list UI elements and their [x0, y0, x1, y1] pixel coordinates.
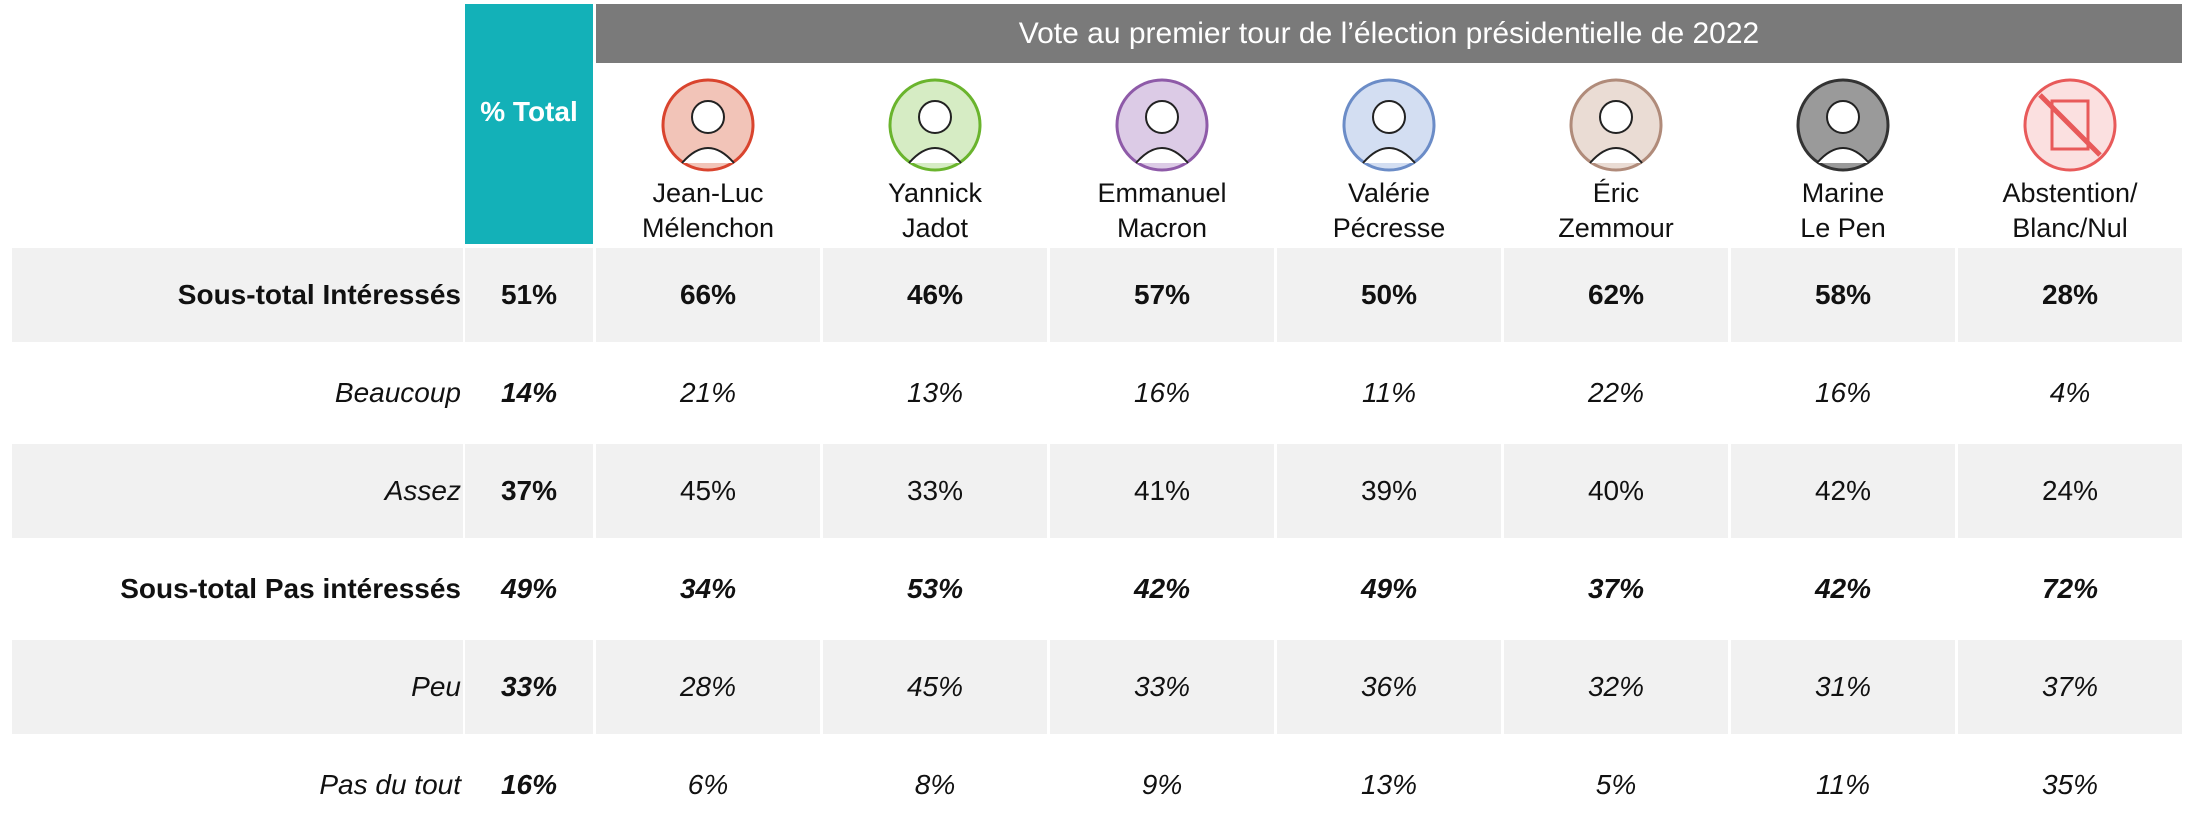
value-cell: 21% [679, 377, 737, 408]
value-cell: 37% [1958, 640, 2182, 734]
candidate-name: Le Pen [1800, 213, 1886, 243]
portrait [1342, 78, 1436, 172]
value-cell: 5% [1595, 769, 1637, 800]
total-header: % Total [465, 4, 593, 244]
candidate-name: Blanc/Nul [2012, 213, 2128, 243]
value-cell: 33% [1050, 640, 1274, 734]
row-label: Assez [12, 444, 463, 538]
value-cell: 16% [1133, 377, 1191, 408]
value-cell: 58% [1731, 248, 1955, 342]
value-cell: 45% [596, 444, 820, 538]
value-cell: 31% [1731, 640, 1955, 734]
value-cell: 16% [1814, 377, 1872, 408]
portrait [2023, 78, 2117, 172]
value-cell: 41% [1050, 444, 1274, 538]
candidate-icon [660, 77, 756, 173]
portrait [1569, 78, 1663, 172]
page: Vote au premier tour de l’élection prési… [12, 4, 2182, 800]
value-cell: 6% [687, 769, 729, 800]
candidate-name: Éric [1592, 178, 1640, 208]
portrait [1115, 78, 1209, 172]
value-cell: 9% [1141, 769, 1183, 800]
row-label: Peu [12, 640, 463, 734]
value-cell: 57% [1050, 248, 1274, 342]
value-cell: 8% [914, 769, 956, 800]
value-cell: 42% [1731, 444, 1955, 538]
candidate-icon [1795, 77, 1891, 173]
portrait [1796, 78, 1890, 172]
row-label: Sous-total Pas intéressés [120, 573, 461, 604]
value-cell: 50% [1277, 248, 1501, 342]
total-cell: 49% [500, 573, 558, 604]
candidate-icon [887, 77, 983, 173]
value-cell: 42% [1133, 573, 1191, 604]
value-cell: 34% [679, 573, 737, 604]
portrait [888, 78, 982, 172]
value-cell: 62% [1504, 248, 1728, 342]
value-cell: 11% [1362, 377, 1416, 408]
candidate-name: Zemmour [1558, 213, 1674, 243]
candidate-name: Abstention/ [2002, 178, 2138, 208]
value-cell: 36% [1277, 640, 1501, 734]
value-cell: 49% [1360, 573, 1418, 604]
value-cell: 39% [1277, 444, 1501, 538]
row-label: Sous-total Intéressés [12, 248, 463, 342]
total-cell: 16% [500, 769, 558, 800]
candidate-name: Jean-Luc [652, 178, 764, 208]
value-cell: 72% [2041, 573, 2099, 604]
value-cell: 37% [1587, 573, 1645, 604]
header-title: Vote au premier tour de l’élection prési… [596, 4, 2182, 63]
candidate-name: Macron [1116, 213, 1208, 243]
candidate-icon [1568, 77, 1664, 173]
total-cell: 51% [465, 248, 593, 342]
candidate-name: Pécresse [1332, 213, 1446, 243]
candidate-name: Marine [1801, 178, 1885, 208]
candidate-name: Mélenchon [641, 213, 775, 243]
value-cell: 46% [823, 248, 1047, 342]
row-label: Pas du tout [319, 769, 461, 800]
candidate-icon [1114, 77, 1210, 173]
value-cell: 28% [1958, 248, 2182, 342]
value-cell: 32% [1504, 640, 1728, 734]
value-cell: 22% [1587, 377, 1645, 408]
value-cell: 4% [2049, 377, 2091, 408]
candidate-name: Valérie [1347, 178, 1431, 208]
total-cell: 14% [500, 377, 558, 408]
value-cell: 40% [1504, 444, 1728, 538]
portrait [661, 78, 755, 172]
candidate-name: Jadot [901, 213, 969, 243]
candidate-icon [2022, 77, 2118, 173]
value-cell: 11% [1816, 769, 1870, 800]
value-cell: 45% [823, 640, 1047, 734]
total-cell: 37% [465, 444, 593, 538]
candidate-name: Emmanuel [1097, 178, 1227, 208]
value-cell: 42% [1814, 573, 1872, 604]
value-cell: 13% [1360, 769, 1418, 800]
value-cell: 66% [596, 248, 820, 342]
candidate-name: Yannick [887, 178, 983, 208]
value-cell: 33% [823, 444, 1047, 538]
value-cell: 13% [906, 377, 964, 408]
row-label: Beaucoup [334, 377, 461, 408]
value-cell: 53% [906, 573, 964, 604]
value-cell: 28% [596, 640, 820, 734]
value-cell: 35% [2041, 769, 2099, 800]
candidate-icon [1341, 77, 1437, 173]
value-cell: 24% [1958, 444, 2182, 538]
total-cell: 33% [465, 640, 593, 734]
